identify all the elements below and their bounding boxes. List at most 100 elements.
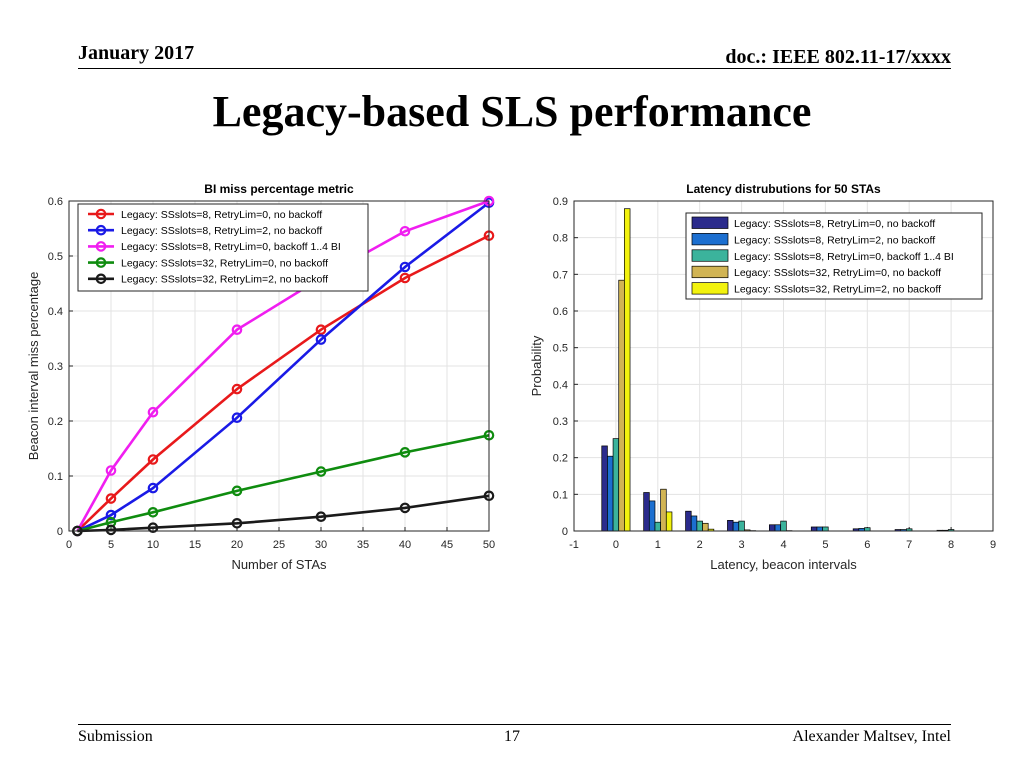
x-tick-label: 30 xyxy=(315,539,327,551)
bar xyxy=(607,455,614,532)
data-point xyxy=(231,383,243,395)
data-point xyxy=(231,412,243,423)
y-axis-label: Probability xyxy=(529,335,544,396)
data-point xyxy=(399,272,411,284)
bar xyxy=(648,500,656,532)
plot-border xyxy=(573,200,994,532)
bar xyxy=(665,511,673,532)
legend-swatch xyxy=(691,216,729,229)
header-doc-id: doc.: IEEE 802.11-17/xxxx xyxy=(725,46,951,68)
header-date: January 2017 xyxy=(78,42,195,64)
bar xyxy=(685,510,692,532)
y-tick-label: 0.1 xyxy=(48,471,63,483)
y-tick-label: 0.5 xyxy=(553,343,568,355)
header-rule xyxy=(78,68,951,69)
x-tick-label: 8 xyxy=(948,539,954,551)
data-point xyxy=(399,502,411,514)
data-point xyxy=(147,522,159,533)
y-tick-label: 0.8 xyxy=(553,233,568,245)
x-axis-label: Number of STAs xyxy=(231,557,327,572)
legend-marker xyxy=(95,273,107,285)
data-point xyxy=(315,466,327,477)
x-tick-label: 0 xyxy=(66,539,72,551)
x-axis-label: Latency, beacon intervals xyxy=(710,557,857,572)
x-tick-label: 3 xyxy=(739,539,745,551)
bar xyxy=(732,521,740,532)
chart-title: Latency distrubutions for 50 STAs xyxy=(686,182,881,196)
data-point xyxy=(147,454,159,465)
chart-title: BI miss percentage metric xyxy=(204,182,354,196)
x-tick-label: 0 xyxy=(613,539,619,551)
y-tick-label: 0.6 xyxy=(553,306,568,318)
series-line xyxy=(76,201,490,533)
plot-border xyxy=(68,200,490,532)
bar xyxy=(810,526,818,532)
y-tick-label: 0.4 xyxy=(48,306,63,318)
data-point xyxy=(315,324,327,335)
bar xyxy=(702,522,709,532)
data-point xyxy=(399,447,411,458)
legend-marker xyxy=(95,224,107,236)
data-point xyxy=(315,334,327,345)
legend-entry: Legacy: SSslots=8, RetryLim=0, no backof… xyxy=(121,209,322,221)
data-point xyxy=(105,465,117,476)
x-tick-label: 15 xyxy=(189,539,201,551)
y-tick-label: 0 xyxy=(57,526,63,538)
x-tick-label: 45 xyxy=(441,539,453,551)
data-point xyxy=(147,482,159,494)
bar xyxy=(601,445,608,532)
series-line xyxy=(76,234,490,532)
legend-entry: Legacy: SSslots=8, RetryLim=0, backoff 1… xyxy=(734,251,954,263)
legend-entry: Legacy: SSslots=8, RetryLim=2, no backof… xyxy=(734,234,935,246)
series-line xyxy=(76,199,490,532)
series-line xyxy=(77,434,490,533)
legend-swatch xyxy=(691,249,729,262)
x-tick-label: 35 xyxy=(357,539,369,551)
y-tick-label: 0.9 xyxy=(553,196,568,208)
bar xyxy=(618,279,625,532)
bar xyxy=(774,524,782,532)
x-tick-label: 7 xyxy=(906,539,912,551)
x-tick-label: 5 xyxy=(822,539,828,551)
bar xyxy=(624,208,631,532)
footer-submission: Submission xyxy=(78,728,153,745)
bar xyxy=(660,488,667,532)
y-tick-label: 0.2 xyxy=(48,416,63,428)
data-point xyxy=(231,517,243,529)
data-point xyxy=(147,506,159,518)
legend-entry: Legacy: SSslots=32, RetryLim=2, no backo… xyxy=(734,284,941,296)
legend: Legacy: SSslots=8, RetryLim=0, no backof… xyxy=(77,203,369,292)
bar xyxy=(738,520,745,532)
data-point xyxy=(105,524,117,536)
data-point xyxy=(231,485,243,497)
data-point xyxy=(315,511,327,522)
bar xyxy=(780,520,787,532)
bar xyxy=(822,526,829,532)
x-tick-label: 4 xyxy=(780,539,786,551)
bar xyxy=(654,521,661,532)
x-tick-label: 10 xyxy=(147,539,159,551)
x-tick-label: 50 xyxy=(483,539,495,551)
legend-box xyxy=(77,203,369,292)
bar xyxy=(690,515,698,532)
legend-entry: Legacy: SSslots=32, RetryLim=2, no backo… xyxy=(121,274,328,286)
x-tick-label: 2 xyxy=(697,539,703,551)
legend-box xyxy=(685,212,983,300)
y-tick-label: 0.1 xyxy=(553,489,568,501)
footer-author: Alexander Maltsev, Intel xyxy=(792,728,951,745)
series-line xyxy=(77,494,490,533)
x-tick-label: 25 xyxy=(273,539,285,551)
legend-entry: Legacy: SSslots=32, RetryLim=0, no backo… xyxy=(121,257,328,269)
x-tick-label: 1 xyxy=(655,539,661,551)
y-tick-label: 0.7 xyxy=(553,269,568,281)
y-tick-label: 0.6 xyxy=(48,196,63,208)
y-tick-label: 0.5 xyxy=(48,251,63,263)
data-point xyxy=(105,493,117,504)
y-tick-label: 0 xyxy=(562,526,568,538)
bar xyxy=(643,492,650,532)
legend-entry: Legacy: SSslots=8, RetryLim=2, no backof… xyxy=(121,225,322,237)
chart-2: -1 0 1 2 3 4 5 6 7 8 900.10.20.30.40.50.60.70.80.9… xyxy=(529,182,996,572)
data-point xyxy=(399,225,411,237)
y-tick-label: 0.3 xyxy=(48,361,63,373)
